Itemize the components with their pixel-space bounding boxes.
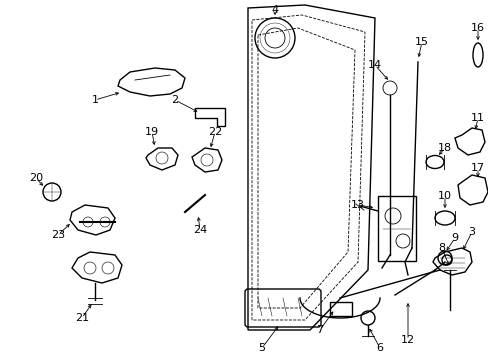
Text: 2: 2 [171,95,178,105]
Text: 10: 10 [437,191,451,201]
Text: 17: 17 [470,163,484,173]
Text: 6: 6 [376,343,383,353]
Text: 7: 7 [316,325,323,335]
Text: 12: 12 [400,335,414,345]
Text: 5: 5 [258,343,265,353]
Text: 13: 13 [350,200,364,210]
Text: 16: 16 [470,23,484,33]
Text: 3: 3 [468,227,474,237]
Text: 23: 23 [51,230,65,240]
Text: 21: 21 [75,313,89,323]
Text: 22: 22 [207,127,222,137]
Text: 24: 24 [192,225,207,235]
Text: 11: 11 [470,113,484,123]
Text: 8: 8 [438,243,445,253]
Text: 14: 14 [367,60,381,70]
Text: 20: 20 [29,173,43,183]
Text: 15: 15 [414,37,428,47]
Text: 4: 4 [271,5,278,15]
Text: 9: 9 [450,233,458,243]
Text: 19: 19 [144,127,159,137]
Text: 18: 18 [437,143,451,153]
Text: 1: 1 [91,95,98,105]
